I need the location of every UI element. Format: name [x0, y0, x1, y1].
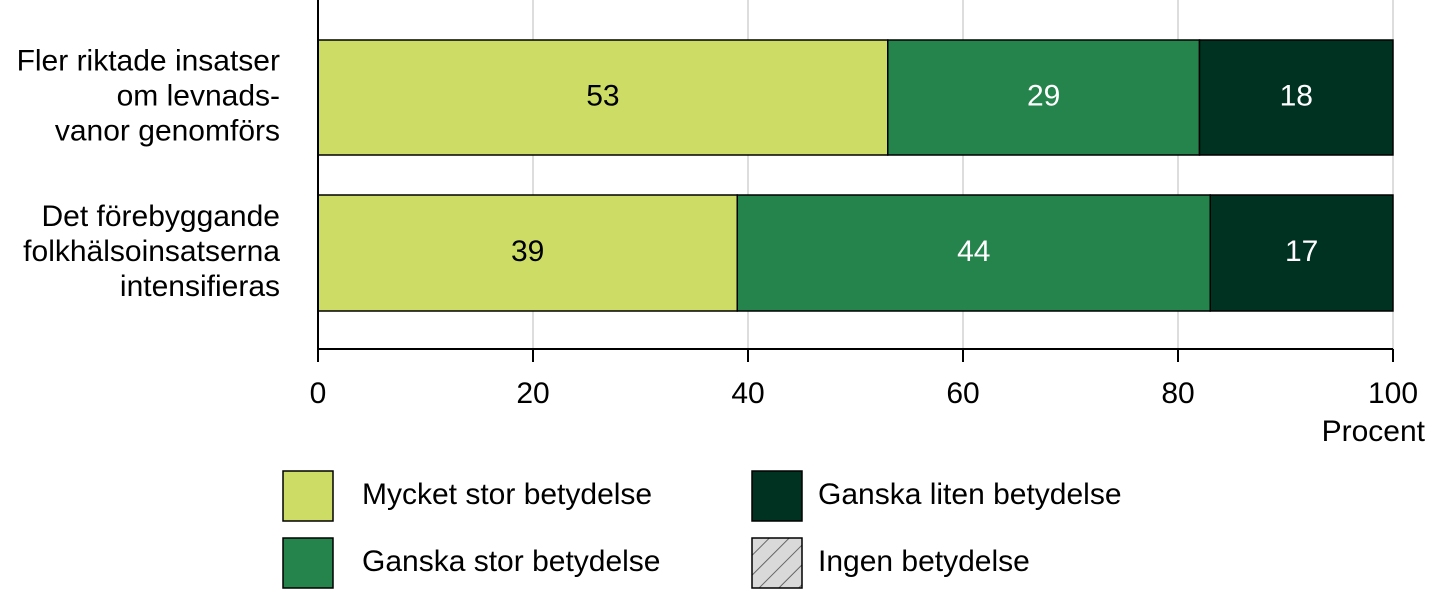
legend-swatch — [751, 537, 803, 589]
x-tick-label: 60 — [946, 377, 979, 410]
legend-swatch — [282, 470, 334, 522]
x-tick-label: 40 — [731, 377, 764, 410]
category-label: vanor genomförs — [55, 114, 280, 147]
bar-segment — [1209, 194, 1394, 312]
data-label: 44 — [957, 235, 990, 268]
bar-segment — [317, 39, 889, 156]
category-label: Det förebyggande — [41, 200, 280, 233]
legend-label: Mycket stor betydelse — [362, 478, 652, 511]
bar-segment — [887, 39, 1201, 156]
x-tick-label: 100 — [1368, 377, 1418, 410]
legend-label: Ganska liten betydelse — [818, 478, 1122, 511]
category-label: Fler riktade insatser — [17, 44, 280, 77]
category-label: intensifieras — [120, 270, 280, 303]
x-tick-label: 0 — [310, 377, 327, 410]
x-axis-label: Procent — [1322, 415, 1426, 448]
legend-swatch — [751, 470, 803, 522]
data-label: 29 — [1027, 79, 1060, 112]
data-label: 53 — [586, 79, 619, 112]
data-label: 39 — [511, 235, 544, 268]
bar-segment — [1198, 39, 1394, 156]
legend-label: Ingen betydelse — [818, 545, 1030, 578]
data-label: 17 — [1285, 235, 1318, 268]
category-label: om levnads- — [117, 79, 280, 112]
bar-segment — [317, 194, 738, 312]
legend-swatch — [282, 537, 334, 589]
legend-label: Ganska stor betydelse — [362, 545, 661, 578]
x-tick-label: 20 — [516, 377, 549, 410]
bar-segment — [736, 194, 1211, 312]
category-label: folkhälsoinsatserna — [23, 235, 280, 268]
data-label: 18 — [1280, 79, 1313, 112]
x-tick-label: 80 — [1161, 377, 1194, 410]
